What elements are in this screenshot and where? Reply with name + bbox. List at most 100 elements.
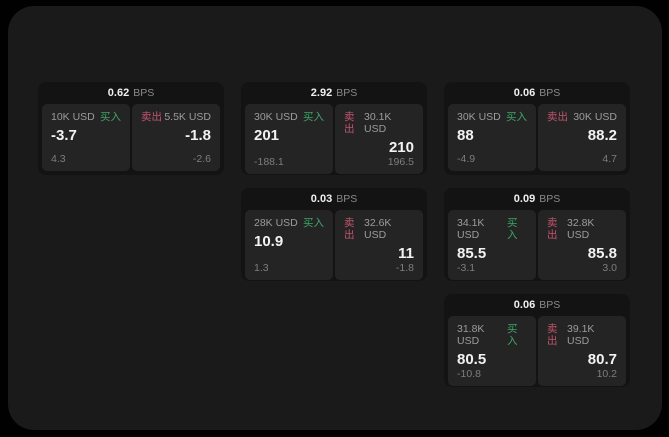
buy-tile[interactable]: 10K USD 买入 -3.7 4.3	[42, 104, 130, 171]
sell-tile[interactable]: 卖出 30K USD 88.2 4.7	[538, 104, 626, 171]
sell-tile[interactable]: 卖出 5.5K USD -1.8 -2.6	[132, 104, 220, 171]
buy-label: 买入	[100, 111, 121, 123]
buy-sub-value: -3.1	[457, 262, 476, 274]
buy-tile[interactable]: 31.8K USD 买入 80.5 -10.8	[448, 316, 536, 386]
quotes-grid: 0.62 BPS 10K USD 买入 -3.7 4.3 卖出 5.5K USD	[38, 82, 630, 387]
sell-tile-top: 卖出 30K USD	[547, 111, 617, 123]
quote-card: 0.09 BPS 34.1K USD 买入 85.5 -3.1 卖出 32.8K…	[444, 188, 630, 281]
sell-label: 卖出	[344, 111, 355, 135]
spread-header: 0.62 BPS	[42, 82, 220, 104]
quote-card-body: 31.8K USD 买入 80.5 -10.8 卖出 39.1K USD 80.…	[448, 316, 626, 386]
sell-amount: 39.1K USD	[566, 323, 595, 347]
quote-card: 0.06 BPS 30K USD 买入 88 -4.9 卖出 30K USD	[444, 82, 630, 175]
buy-amount: 28K USD	[254, 217, 298, 229]
sell-price: 11	[398, 245, 414, 262]
buy-sub-value: 4.3	[51, 153, 66, 165]
sell-amount: 32.8K USD	[566, 217, 595, 241]
spread-value: 0.06	[513, 87, 536, 99]
spread-value: 0.06	[513, 299, 536, 311]
sell-tile-top: 卖出 5.5K USD	[141, 111, 211, 123]
buy-amount: 34.1K USD	[457, 217, 485, 241]
buy-label: 买入	[507, 323, 518, 347]
sell-amount: 5.5K USD	[164, 111, 211, 123]
buy-sub-value: -10.8	[457, 368, 481, 380]
buy-tile[interactable]: 28K USD 买入 10.9 1.3	[245, 210, 333, 280]
buy-price: 201	[254, 127, 280, 144]
spread-unit: BPS	[336, 193, 358, 205]
sell-price: -1.8	[185, 127, 211, 144]
quote-card: 2.92 BPS 30K USD 买入 201 -188.1 卖出 30.1K …	[241, 82, 427, 175]
quote-card-body: 30K USD 买入 201 -188.1 卖出 30.1K USD 210 1…	[245, 104, 423, 174]
quote-card-body: 28K USD 买入 10.9 1.3 卖出 32.6K USD 11 -1.8	[245, 210, 423, 280]
buy-sub-value: -188.1	[254, 156, 284, 168]
spread-value: 0.09	[513, 193, 536, 205]
spread-header: 2.92 BPS	[245, 82, 423, 104]
buy-tile-top: 30K USD 买入	[254, 111, 324, 123]
sell-price: 88.2	[587, 127, 617, 144]
sell-price: 80.7	[587, 351, 617, 368]
buy-price: 80.5	[457, 351, 487, 368]
sell-amount: 32.6K USD	[363, 217, 392, 241]
buy-tile-top: 31.8K USD 买入	[457, 323, 527, 347]
buy-amount: 10K USD	[51, 111, 95, 123]
sell-amount: 30K USD	[573, 111, 617, 123]
quote-card: 0.03 BPS 28K USD 买入 10.9 1.3 卖出 32.6K US…	[241, 188, 427, 281]
buy-sub-value: -4.9	[457, 153, 476, 165]
buy-tile-top: 28K USD 买入	[254, 217, 324, 229]
quote-card-body: 10K USD 买入 -3.7 4.3 卖出 5.5K USD -1.8 -2.…	[42, 104, 220, 171]
sell-label: 卖出	[141, 111, 162, 123]
sell-label: 卖出	[344, 217, 355, 241]
spread-unit: BPS	[336, 87, 358, 99]
sell-amount: 30.1K USD	[363, 111, 392, 135]
sell-price: 210	[388, 139, 414, 156]
spread-unit: BPS	[539, 299, 561, 311]
sell-sub-value: 10.2	[596, 368, 617, 380]
sell-label: 卖出	[547, 217, 558, 241]
quote-card: 0.62 BPS 10K USD 买入 -3.7 4.3 卖出 5.5K USD	[38, 82, 224, 175]
spread-header: 0.06 BPS	[448, 82, 626, 104]
buy-price: 88	[457, 127, 474, 144]
sell-tile-top: 卖出 32.8K USD	[547, 217, 617, 241]
buy-price: 85.5	[457, 245, 487, 262]
buy-label: 买入	[303, 217, 324, 229]
spread-unit: BPS	[539, 87, 561, 99]
sell-sub-value: 196.5	[387, 156, 414, 168]
sell-tile[interactable]: 卖出 32.8K USD 85.8 3.0	[538, 210, 626, 280]
buy-tile[interactable]: 30K USD 买入 201 -188.1	[245, 104, 333, 174]
quote-card-body: 34.1K USD 买入 85.5 -3.1 卖出 32.8K USD 85.8…	[448, 210, 626, 280]
sell-sub-value: -1.8	[395, 262, 414, 274]
sell-tile-top: 卖出 30.1K USD	[344, 111, 414, 135]
buy-tile-top: 10K USD 买入	[51, 111, 121, 123]
spread-value: 0.03	[310, 193, 333, 205]
sell-tile[interactable]: 卖出 39.1K USD 80.7 10.2	[538, 316, 626, 386]
buy-tile-top: 34.1K USD 买入	[457, 217, 527, 241]
buy-amount: 30K USD	[254, 111, 298, 123]
spread-unit: BPS	[133, 87, 155, 99]
buy-label: 买入	[506, 111, 527, 123]
buy-tile-top: 30K USD 买入	[457, 111, 527, 123]
sell-tile[interactable]: 卖出 30.1K USD 210 196.5	[335, 104, 423, 174]
sell-price: 85.8	[587, 245, 617, 262]
buy-label: 买入	[303, 111, 324, 123]
buy-tile[interactable]: 30K USD 买入 88 -4.9	[448, 104, 536, 171]
sell-sub-value: -2.6	[192, 153, 211, 165]
spread-unit: BPS	[539, 193, 561, 205]
sell-tile[interactable]: 卖出 32.6K USD 11 -1.8	[335, 210, 423, 280]
spread-header: 0.03 BPS	[245, 188, 423, 210]
buy-price: -3.7	[51, 127, 77, 144]
sell-label: 卖出	[547, 323, 558, 347]
quote-card-body: 30K USD 买入 88 -4.9 卖出 30K USD 88.2 4.7	[448, 104, 626, 171]
buy-sub-value: 1.3	[254, 262, 269, 274]
sell-sub-value: 3.0	[602, 262, 617, 274]
spread-value: 2.92	[310, 87, 333, 99]
buy-amount: 30K USD	[457, 111, 501, 123]
buy-price: 10.9	[254, 233, 284, 250]
spread-header: 0.06 BPS	[448, 294, 626, 316]
buy-tile[interactable]: 34.1K USD 买入 85.5 -3.1	[448, 210, 536, 280]
sell-label: 卖出	[547, 111, 568, 123]
sell-tile-top: 卖出 39.1K USD	[547, 323, 617, 347]
app-window: 0.62 BPS 10K USD 买入 -3.7 4.3 卖出 5.5K USD	[8, 6, 662, 430]
spread-header: 0.09 BPS	[448, 188, 626, 210]
quote-card: 0.06 BPS 31.8K USD 买入 80.5 -10.8 卖出 39.1…	[444, 294, 630, 387]
buy-amount: 31.8K USD	[457, 323, 485, 347]
